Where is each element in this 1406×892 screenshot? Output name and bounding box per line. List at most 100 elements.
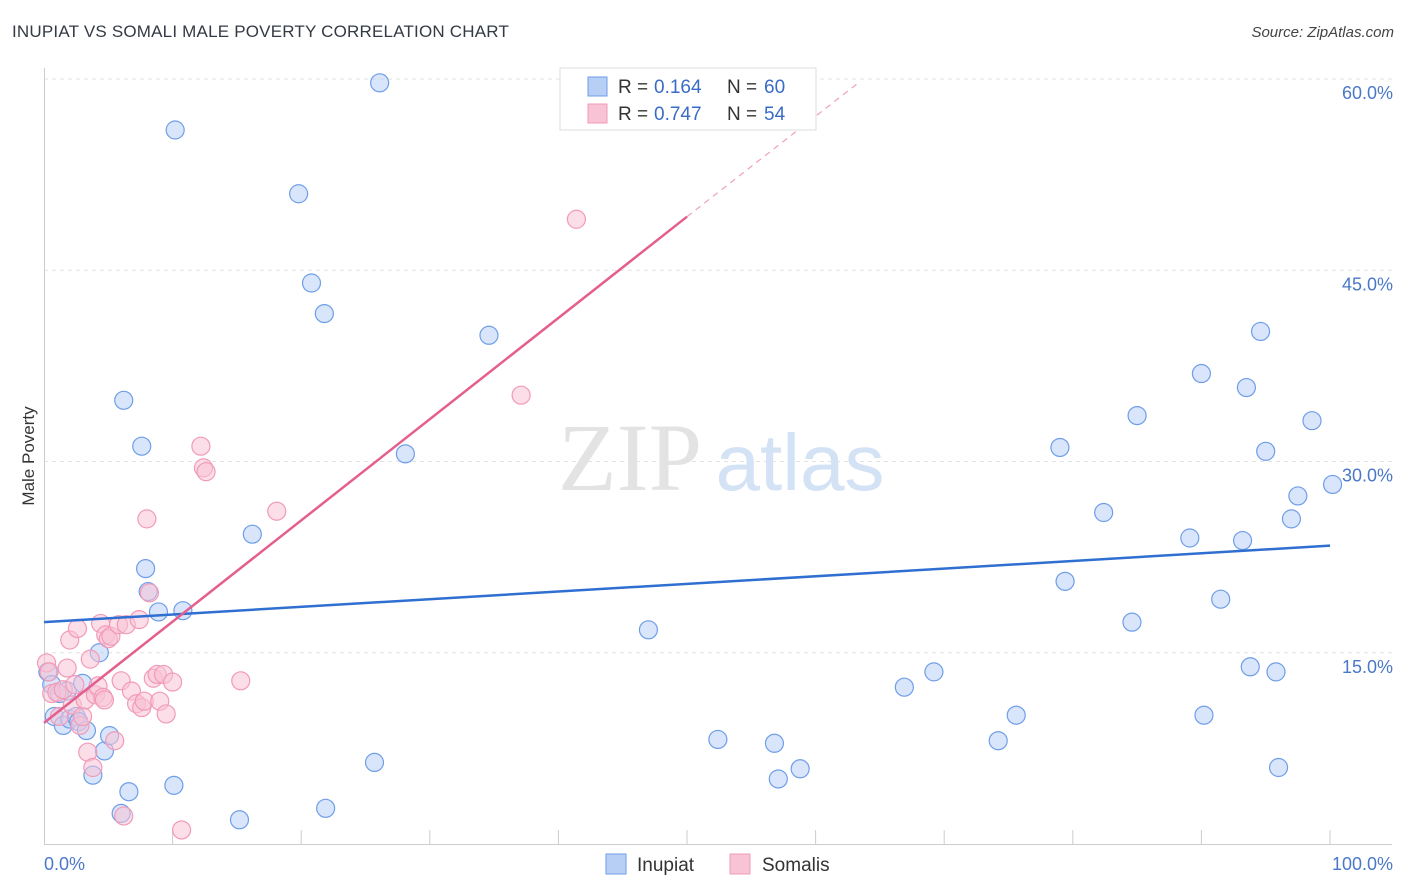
point-somalis-46: [196, 462, 216, 482]
point-inupiat-46: [1094, 502, 1114, 523]
point-inupiat-54: [1236, 377, 1257, 398]
watermark-zip: ZIP: [558, 404, 702, 511]
point-inupiat-17: [119, 782, 139, 802]
trend-line-somalis-extension: [686, 83, 858, 218]
point-somalis-12: [72, 706, 93, 727]
chart-title: INUPIAT VS SOMALI MALE POVERTY CORRELATI…: [12, 22, 510, 41]
point-inupiat-60: [1281, 509, 1302, 529]
point-inupiat-53: [1232, 530, 1253, 551]
y-tick-label-30: 30.0%: [1342, 466, 1393, 486]
x-tick-label-max: 100.0%: [1332, 854, 1393, 874]
point-inupiat-26: [242, 524, 262, 544]
series-somalis-points: [36, 209, 587, 840]
point-inupiat-28: [301, 273, 322, 293]
point-inupiat-36: [708, 729, 728, 750]
point-somalis-21: [94, 690, 115, 710]
legend-swatch-somalis: [587, 103, 608, 124]
x-tick-marks: [172, 830, 1331, 844]
x-tick-label-min: 0.0%: [44, 854, 85, 874]
point-somalis-10: [67, 618, 88, 639]
point-inupiat-49: [1180, 528, 1200, 548]
legend-r-value-inupiat: 0.164: [654, 77, 702, 98]
axes: [44, 68, 1392, 845]
stats-legend: R = 0.164 N = 60 R = 0.747 N = 54: [559, 67, 817, 131]
bottom-legend-swatch-somalis: [729, 853, 751, 875]
point-inupiat-41: [924, 662, 944, 682]
point-inupiat-45: [1055, 571, 1075, 591]
point-somalis-6: [57, 658, 77, 678]
legend-r-value-somalis: 0.747: [654, 104, 702, 125]
trend-lines: [43, 83, 1331, 724]
point-inupiat-25: [229, 810, 250, 830]
source-label: Source: ZipAtlas.com: [1251, 24, 1394, 41]
point-inupiat-38: [768, 769, 788, 789]
point-somalis-47: [231, 671, 251, 691]
point-somalis-48: [267, 501, 287, 521]
point-inupiat-48: [1127, 406, 1147, 426]
point-inupiat-16: [114, 390, 134, 410]
point-inupiat-42: [988, 731, 1008, 751]
point-inupiat-27: [289, 184, 309, 204]
series-legend: Inupiat Somalis: [605, 853, 830, 876]
trend-line-somalis: [43, 215, 688, 724]
point-inupiat-18: [132, 436, 152, 456]
legend-n-value-inupiat: 60: [764, 77, 785, 98]
point-inupiat-44: [1050, 437, 1070, 458]
point-inupiat-40: [894, 677, 914, 697]
legend-n-label-inupiat: N =: [727, 77, 757, 98]
point-somalis-42: [163, 672, 183, 692]
point-inupiat-58: [1266, 662, 1286, 682]
point-inupiat-62: [1302, 411, 1322, 431]
point-inupiat-63: [1322, 474, 1343, 495]
point-somalis-1: [39, 662, 59, 682]
point-somalis-15: [80, 649, 100, 669]
point-somalis-28: [114, 806, 134, 826]
y-tick-labels: 15.0% 30.0% 45.0% 60.0%: [1342, 83, 1393, 677]
point-inupiat-47: [1122, 612, 1142, 632]
point-somalis-25: [105, 731, 125, 751]
point-inupiat-31: [364, 752, 385, 773]
point-inupiat-29: [314, 304, 334, 324]
point-somalis-35: [137, 509, 157, 529]
point-somalis-50: [566, 209, 587, 229]
legend-swatch-inupiat: [587, 76, 608, 97]
point-inupiat-50: [1191, 363, 1212, 384]
y-axis-title: Male Poverty: [19, 406, 38, 506]
point-somalis-44: [191, 436, 211, 456]
point-inupiat-61: [1288, 486, 1308, 506]
point-somalis-43: [172, 820, 192, 840]
point-inupiat-19: [135, 558, 156, 579]
point-somalis-36: [139, 583, 160, 603]
point-somalis-32: [129, 609, 149, 630]
point-inupiat-35: [638, 620, 659, 640]
point-somalis-41: [156, 704, 176, 724]
point-inupiat-43: [1006, 705, 1026, 725]
point-inupiat-34: [479, 325, 499, 345]
y-tick-label-60: 60.0%: [1342, 83, 1393, 103]
point-inupiat-57: [1256, 441, 1276, 461]
point-inupiat-52: [1211, 589, 1231, 609]
y-tick-label-15: 15.0%: [1342, 657, 1393, 677]
trend-line-inupiat: [43, 544, 1331, 624]
point-inupiat-39: [790, 759, 810, 779]
point-inupiat-23: [165, 120, 185, 140]
gridlines: [44, 78, 1392, 654]
point-inupiat-30: [316, 798, 336, 818]
point-inupiat-59: [1268, 757, 1289, 778]
y-tick-label-45: 45.0%: [1342, 274, 1393, 294]
bottom-legend-swatch-inupiat: [605, 853, 627, 875]
point-somalis-49: [511, 385, 531, 405]
point-inupiat-32: [370, 73, 390, 93]
point-inupiat-37: [764, 733, 785, 753]
point-inupiat-33: [395, 444, 415, 464]
legend-r-label-inupiat: R =: [618, 77, 648, 98]
point-inupiat-56: [1250, 321, 1271, 342]
point-somalis-9: [65, 675, 85, 695]
watermark: ZIP atlas: [558, 404, 884, 511]
legend-n-label-somalis: N =: [727, 104, 757, 125]
bottom-legend-label-inupiat: Inupiat: [637, 855, 695, 876]
legend-r-label-somalis: R =: [618, 104, 648, 125]
point-inupiat-55: [1240, 657, 1260, 677]
legend-n-value-somalis: 54: [764, 104, 786, 125]
